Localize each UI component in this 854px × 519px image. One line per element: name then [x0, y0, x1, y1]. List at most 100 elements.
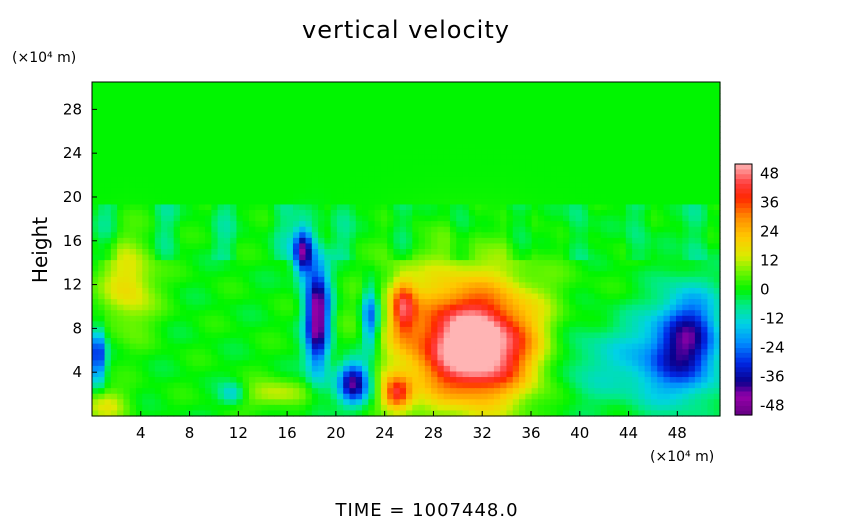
heatmap-cell	[418, 120, 426, 128]
heatmap-cell	[311, 198, 319, 206]
heatmap-cell	[701, 120, 709, 128]
heatmap-cell	[286, 221, 294, 228]
heatmap-cell	[493, 165, 501, 172]
heatmap-cell	[393, 182, 401, 189]
heatmap-cell	[324, 176, 332, 183]
heatmap-cell	[512, 282, 520, 289]
heatmap-cell	[443, 354, 451, 361]
heatmap-cell	[682, 254, 690, 261]
heatmap-cell	[205, 193, 212, 200]
heatmap-cell	[619, 148, 627, 155]
heatmap-cell	[625, 82, 633, 89]
heatmap-cell	[211, 237, 219, 245]
heatmap-cell	[318, 332, 325, 339]
heatmap-cell	[299, 132, 307, 139]
heatmap-cell	[280, 349, 288, 356]
heatmap-cell	[349, 332, 357, 339]
heatmap-cell	[92, 115, 99, 122]
heatmap-cell	[669, 182, 677, 189]
heatmap-cell	[104, 109, 112, 116]
heatmap-cell	[475, 326, 482, 334]
heatmap-cell	[575, 243, 583, 250]
heatmap-cell	[632, 265, 639, 272]
heatmap-cell	[110, 338, 118, 345]
heatmap-cell	[556, 132, 564, 139]
heatmap-cell	[676, 137, 683, 144]
heatmap-cell	[437, 187, 445, 194]
heatmap-cell	[104, 215, 112, 222]
heatmap-cell	[280, 154, 288, 161]
heatmap-cell	[713, 165, 721, 172]
heatmap-cell	[506, 332, 514, 339]
heatmap-cell	[412, 182, 420, 189]
heatmap-cell	[261, 271, 269, 278]
heatmap-cell	[330, 265, 338, 272]
heatmap-cell	[657, 132, 665, 139]
heatmap-cell	[644, 120, 652, 128]
heatmap-cell	[406, 82, 413, 89]
heatmap-cell	[129, 148, 137, 155]
heatmap-cell	[694, 132, 702, 139]
heatmap-cell	[305, 249, 313, 256]
heatmap-cell	[512, 276, 520, 283]
heatmap-cell	[707, 159, 715, 167]
heatmap-cell	[154, 299, 162, 306]
heatmap-cell	[487, 115, 495, 122]
heatmap-cell	[537, 204, 545, 211]
heatmap-cell	[179, 148, 187, 155]
heatmap-cell	[600, 282, 608, 289]
heatmap-cell	[336, 176, 344, 183]
heatmap-cell	[632, 276, 639, 283]
heatmap-cell	[198, 282, 206, 289]
heatmap-cell	[493, 204, 501, 211]
heatmap-cell	[493, 354, 501, 361]
heatmap-cell	[431, 159, 438, 167]
heatmap-cell	[418, 282, 426, 289]
heatmap-cell	[387, 271, 395, 278]
heatmap-cell	[374, 109, 382, 116]
heatmap-cell	[412, 82, 420, 89]
heatmap-cell	[104, 321, 112, 328]
heatmap-cell	[600, 165, 608, 172]
heatmap-cell	[355, 343, 363, 350]
heatmap-cell	[343, 210, 351, 217]
heatmap-cell	[531, 171, 539, 178]
heatmap-cell	[569, 243, 577, 250]
heatmap-cell	[606, 354, 614, 361]
heatmap-cell	[500, 243, 508, 250]
heatmap-cell	[449, 93, 457, 100]
heatmap-cell	[393, 159, 401, 167]
heatmap-cell	[638, 171, 646, 178]
heatmap-cell	[211, 226, 219, 233]
heatmap-cell	[173, 260, 181, 267]
heatmap-cell	[104, 282, 112, 289]
heatmap-cell	[230, 171, 238, 178]
heatmap-cell	[142, 349, 150, 356]
heatmap-cell	[563, 232, 570, 239]
heatmap-cell	[487, 304, 495, 311]
heatmap-cell	[625, 326, 633, 334]
heatmap-cell	[129, 187, 137, 194]
heatmap-cell	[594, 187, 602, 194]
heatmap-cell	[550, 304, 558, 311]
heatmap-cell	[362, 82, 369, 89]
heatmap-cell	[701, 109, 709, 116]
heatmap-cell	[223, 187, 231, 194]
heatmap-cell	[537, 104, 545, 111]
heatmap-cell	[387, 104, 395, 111]
heatmap-cell	[349, 254, 357, 261]
heatmap-cell	[368, 171, 376, 178]
heatmap-cell	[368, 293, 376, 300]
heatmap-cell	[192, 304, 200, 311]
heatmap-cell	[625, 310, 633, 317]
heatmap-cell	[625, 265, 633, 272]
heatmap-cell	[393, 126, 401, 133]
heatmap-cell	[588, 187, 595, 194]
heatmap-cell	[676, 165, 683, 172]
heatmap-cell	[123, 338, 131, 345]
heatmap-cell	[362, 120, 369, 128]
heatmap-cell	[230, 321, 238, 328]
heatmap-cell	[135, 210, 143, 217]
heatmap-cell	[657, 343, 665, 350]
heatmap-cell	[443, 287, 451, 295]
